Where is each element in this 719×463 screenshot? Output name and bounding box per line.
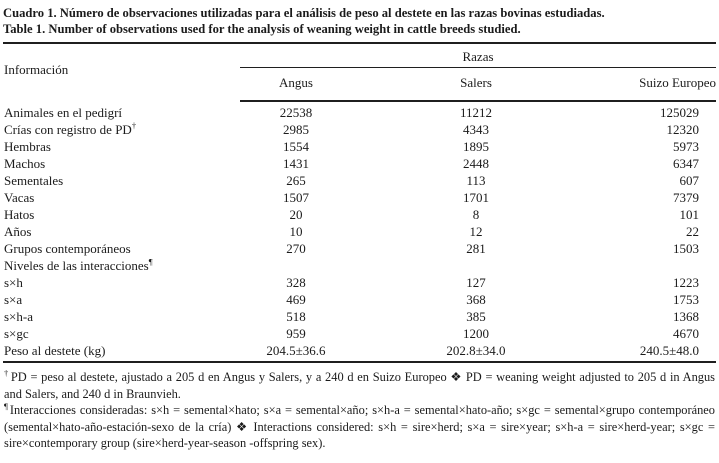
cell-angus: 518 xyxy=(286,309,306,324)
row-label: Grupos contemporáneos xyxy=(4,241,131,256)
table-section-row: Niveles de las interacciones¶ xyxy=(3,257,716,274)
table-row: s×h 328 127 1223 xyxy=(3,274,716,291)
table-row: Hembras 1554 1895 5973 xyxy=(3,138,716,155)
footnote-text: Interacciones consideradas: s×h = sement… xyxy=(4,403,715,450)
footnote-pd: † PD = peso al destete, ajustado a 205 d … xyxy=(4,369,715,402)
row-label: Machos xyxy=(4,156,46,171)
cell-suizo: 1503 xyxy=(673,241,700,256)
table-caption: Cuadro 1. Número de observaciones utiliz… xyxy=(3,5,716,37)
footnote-marker: † xyxy=(131,121,137,131)
cell-salers: 12 xyxy=(469,224,483,239)
row-label: Peso al destete (kg) xyxy=(4,343,106,358)
cell-salers: 1200 xyxy=(463,326,489,341)
footnote-interactions: ¶ Interacciones consideradas: s×h = semen… xyxy=(4,402,715,452)
cell-suizo: 607 xyxy=(679,173,700,188)
row-label: s×h-a xyxy=(4,309,33,324)
cell-angus: 959 xyxy=(286,326,306,341)
caption-spanish: Cuadro 1. Número de observaciones utiliz… xyxy=(3,6,605,20)
cell-angus: 265 xyxy=(286,173,306,188)
row-label: Hembras xyxy=(4,139,51,154)
table-row: Animales en el pedigrí 22538 11212 12502… xyxy=(3,101,716,121)
table-row: s×h-a 518 385 1368 xyxy=(3,308,716,325)
row-label: s×a xyxy=(4,292,23,307)
cell-salers: 127 xyxy=(466,275,486,290)
cell-salers: 2448 xyxy=(463,156,489,171)
cell-angus: 22538 xyxy=(279,105,313,120)
cell-suizo: 22 xyxy=(686,224,700,239)
footnote-marker: ¶ xyxy=(148,257,153,267)
cell-suizo: 4670 xyxy=(673,326,700,341)
row-label: Animales en el pedigrí xyxy=(4,104,123,120)
column-header-suizo-europeo: Suizo Europeo xyxy=(600,67,717,102)
cell-angus: 20 xyxy=(289,207,303,222)
cell-angus: 1554 xyxy=(283,139,309,154)
cell-suizo: 12320 xyxy=(666,122,700,137)
row-label: s×h xyxy=(4,275,23,290)
cell-angus: 1431 xyxy=(283,156,309,171)
cell-suizo xyxy=(600,257,716,274)
row-label: Años xyxy=(4,224,32,239)
row-label: Niveles de las interacciones xyxy=(4,258,149,273)
cell-angus: 10 xyxy=(289,224,303,239)
cell-suizo: 240.5±48.0 xyxy=(639,343,700,358)
cell-angus: 469 xyxy=(286,292,306,307)
cell-suizo: 6347 xyxy=(673,156,700,171)
cell-angus: 270 xyxy=(286,241,306,256)
cell-angus: 204.5±36.6 xyxy=(266,343,326,358)
table-row: s×a 469 368 1753 xyxy=(3,291,716,308)
table-row: Peso al destete (kg) 204.5±36.6 202.8±34… xyxy=(3,342,716,362)
cell-suizo: 1223 xyxy=(673,275,700,290)
cell-salers: 1701 xyxy=(463,190,489,205)
caption-english: Table 1. Number of observations used for… xyxy=(3,22,521,36)
cell-suizo: 1753 xyxy=(673,292,700,307)
table-row: Crías con registro de PD† 2985 4343 1232… xyxy=(3,121,716,138)
cell-salers: 202.8±34.0 xyxy=(446,343,506,358)
cell-salers: 368 xyxy=(466,292,486,307)
row-label: Hatos xyxy=(4,207,35,222)
footnote-text: PD = peso al destete, ajustado a 205 d e… xyxy=(4,370,716,401)
footnote-marker: † xyxy=(4,367,9,378)
cell-salers xyxy=(352,257,600,274)
cell-suizo: 7379 xyxy=(673,190,700,205)
cell-angus xyxy=(240,257,352,274)
cell-angus: 328 xyxy=(286,275,306,290)
cell-salers: 4343 xyxy=(463,122,489,137)
row-label: Sementales xyxy=(4,173,64,188)
cell-salers: 8 xyxy=(472,207,480,222)
group-header-row: Información Razas xyxy=(3,43,717,77)
table-row: s×gc 959 1200 4670 xyxy=(3,325,716,342)
column-header-informacion: Información xyxy=(4,61,69,77)
cell-angus: 1507 xyxy=(283,190,309,205)
cell-salers: 281 xyxy=(466,241,486,256)
column-header-salers: Salers xyxy=(352,67,600,102)
table-row: Vacas 1507 1701 7379 xyxy=(3,189,716,206)
row-label: Vacas xyxy=(4,190,35,205)
cell-suizo: 5973 xyxy=(673,139,700,154)
cell-suizo: 125029 xyxy=(660,105,700,120)
row-label: s×gc xyxy=(4,326,29,341)
cell-suizo: 101 xyxy=(679,207,700,222)
cell-suizo: 1368 xyxy=(673,309,700,324)
cell-angus: 2985 xyxy=(283,122,309,137)
table-row: Hatos 20 8 101 xyxy=(3,206,716,223)
column-header-row: Angus Salers Suizo Europeo xyxy=(3,67,717,102)
group-header-razas: Razas xyxy=(240,43,717,68)
table-row: Sementales 265 113 607 xyxy=(3,172,716,189)
row-label: Crías con registro de PD xyxy=(4,122,132,137)
cell-salers: 1895 xyxy=(463,139,489,154)
cell-salers: 385 xyxy=(466,309,486,324)
cell-salers: 113 xyxy=(466,173,486,188)
cell-salers: 11212 xyxy=(459,105,493,120)
footnote-marker: ¶ xyxy=(4,400,8,411)
footnotes-block: † PD = peso al destete, ajustado a 205 d … xyxy=(3,369,716,452)
data-table: Información Razas Angus Salers Suizo Eur… xyxy=(3,42,717,363)
table-row: Años 10 12 22 xyxy=(3,223,716,240)
table-row: Grupos contemporáneos 270 281 1503 xyxy=(3,240,716,257)
column-header-angus: Angus xyxy=(240,67,352,102)
table-row: Machos 1431 2448 6347 xyxy=(3,155,716,172)
